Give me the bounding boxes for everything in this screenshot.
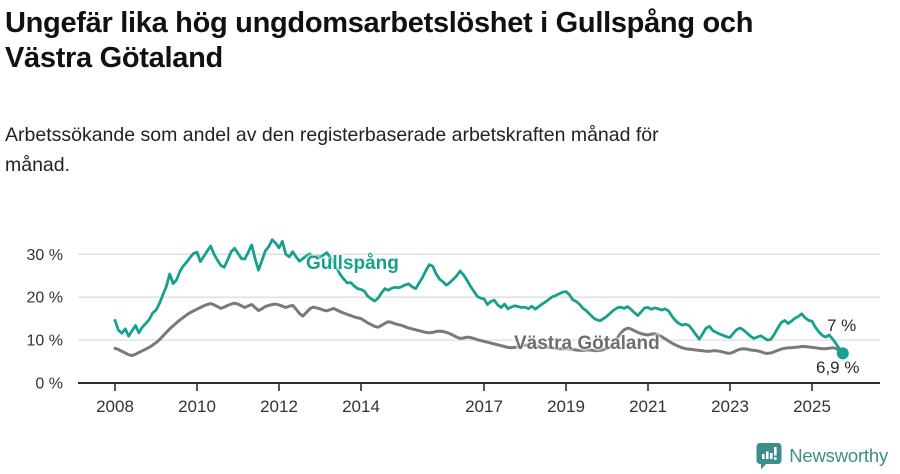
logo-bar-1	[762, 454, 765, 459]
x-axis-tick-label: 2010	[178, 397, 216, 416]
end-value-label-vastra-gotaland: 7 %	[827, 316, 857, 335]
x-axis-tick-label: 2019	[547, 397, 585, 416]
end-value-label-gullspang: 6,9 %	[816, 358, 860, 377]
subtitle-line-2: månad.	[5, 154, 71, 176]
logo-exclamation-stem	[774, 447, 777, 456]
y-axis-tick-label: 20 %	[27, 290, 63, 307]
logo-bubble-shape	[756, 443, 782, 470]
end-point-marker	[836, 347, 849, 360]
series-line-v-stra-g-taland	[113, 301, 845, 357]
y-axis-tick-label: 10 %	[27, 333, 63, 350]
x-axis-tick-label: 2021	[629, 397, 667, 416]
page-title: Ungefär lika hög ungdomsarbetslöshet i G…	[5, 6, 895, 76]
logo-bar-2	[766, 451, 769, 459]
brand-name: Newsworthy	[789, 445, 888, 466]
x-axis-tick-label: 2025	[793, 397, 831, 416]
y-axis-tick-label: 0 %	[35, 376, 63, 393]
chart-subtitle: Arbetssökande som andel av den registerb…	[5, 120, 865, 180]
logo-bar-3	[770, 453, 773, 459]
title-line-1: Ungefär lika hög ungdomsarbetslöshet i G…	[5, 7, 754, 39]
x-axis-tick-label: 2023	[711, 397, 749, 416]
x-axis-tick-label: 2017	[465, 397, 503, 416]
newsworthy-logo-icon	[756, 443, 782, 470]
logo-exclamation-dot	[774, 457, 777, 460]
y-axis-tick-label: 30 %	[27, 247, 63, 264]
x-axis-tick-label: 2008	[96, 397, 134, 416]
series-label-vastra-gotaland: Västra Götaland	[514, 333, 660, 354]
series-line-gullsp-ng	[113, 238, 845, 355]
x-axis-tick-label: 2014	[342, 397, 380, 416]
title-line-2: Västra Götaland	[5, 42, 223, 74]
newsworthy-logo: Newsworthy	[756, 442, 888, 470]
subtitle-line-1: Arbetssökande som andel av den registerb…	[5, 124, 659, 146]
x-axis-tick-label: 2012	[260, 397, 298, 416]
series-label-gullspang: Gullspång	[306, 253, 399, 274]
